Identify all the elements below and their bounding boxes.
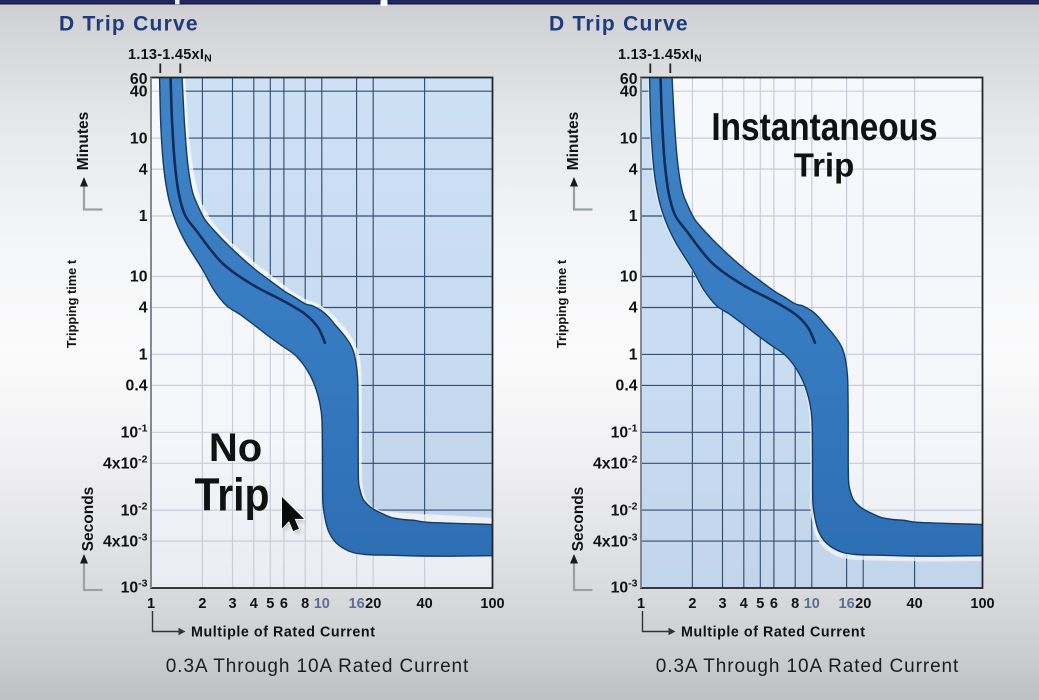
svg-text:5: 5 xyxy=(756,596,764,612)
svg-text:0.3A Through 10A Rated Current: 0.3A Through 10A Rated Current xyxy=(656,656,959,677)
svg-text:40: 40 xyxy=(907,596,923,612)
svg-text:Minutes: Minutes xyxy=(75,112,92,171)
svg-text:100: 100 xyxy=(480,596,504,612)
svg-text:Tripping time t: Tripping time t xyxy=(554,259,569,348)
svg-text:60: 60 xyxy=(620,71,638,88)
svg-text:1: 1 xyxy=(139,347,148,364)
svg-text:10: 10 xyxy=(620,130,638,147)
svg-text:40: 40 xyxy=(620,83,638,100)
svg-text:4: 4 xyxy=(629,300,638,317)
svg-text:0.4: 0.4 xyxy=(616,378,638,395)
svg-text:4: 4 xyxy=(139,161,148,178)
svg-text:Tripping time t: Tripping time t xyxy=(64,259,79,348)
svg-text:No: No xyxy=(209,426,262,470)
svg-text:16: 16 xyxy=(839,596,855,612)
svg-text:D Trip Curve: D Trip Curve xyxy=(59,13,199,36)
svg-text:10: 10 xyxy=(130,130,148,147)
svg-text:2: 2 xyxy=(198,596,206,612)
svg-text:D Trip Curve: D Trip Curve xyxy=(549,13,689,36)
svg-text:16: 16 xyxy=(349,596,365,612)
svg-text:6: 6 xyxy=(280,596,288,612)
svg-text:2: 2 xyxy=(688,596,696,612)
svg-text:1: 1 xyxy=(637,596,645,612)
svg-text:Seconds: Seconds xyxy=(80,487,97,552)
svg-text:1.13-1.45xIN: 1.13-1.45xIN xyxy=(128,47,212,65)
svg-text:4: 4 xyxy=(740,596,748,612)
svg-text:10: 10 xyxy=(804,596,820,612)
svg-text:1: 1 xyxy=(139,208,148,225)
svg-text:Minutes: Minutes xyxy=(565,112,582,171)
svg-text:20: 20 xyxy=(365,596,381,612)
svg-text:1: 1 xyxy=(147,596,155,612)
svg-text:8: 8 xyxy=(791,596,799,612)
svg-text:10: 10 xyxy=(620,269,638,286)
svg-text:6: 6 xyxy=(770,596,778,612)
svg-text:0.4: 0.4 xyxy=(126,378,148,395)
svg-text:8: 8 xyxy=(301,596,309,612)
svg-text:Seconds: Seconds xyxy=(570,487,587,552)
svg-text:40: 40 xyxy=(130,83,148,100)
svg-text:10: 10 xyxy=(130,269,148,286)
svg-text:1: 1 xyxy=(629,347,638,364)
svg-text:60: 60 xyxy=(130,71,148,88)
svg-text:20: 20 xyxy=(855,596,871,612)
svg-text:1.13-1.45xIN: 1.13-1.45xIN xyxy=(618,47,702,65)
svg-text:4x10-3: 4x10-3 xyxy=(593,531,638,550)
svg-text:Multiple of Rated Current: Multiple of Rated Current xyxy=(191,625,376,641)
svg-text:Instantaneous: Instantaneous xyxy=(711,105,937,149)
svg-text:0.3A Through 10A Rated Current: 0.3A Through 10A Rated Current xyxy=(166,656,469,677)
svg-text:3: 3 xyxy=(228,596,236,612)
svg-text:3: 3 xyxy=(718,596,726,612)
svg-text:10: 10 xyxy=(314,596,330,612)
svg-text:Multiple of Rated Current: Multiple of Rated Current xyxy=(681,625,866,641)
svg-text:Trip: Trip xyxy=(794,147,855,184)
svg-text:4x10-2: 4x10-2 xyxy=(103,454,148,473)
svg-text:40: 40 xyxy=(417,596,433,612)
svg-text:4: 4 xyxy=(139,300,148,317)
svg-text:4: 4 xyxy=(629,161,638,178)
svg-text:100: 100 xyxy=(970,596,994,612)
svg-text:5: 5 xyxy=(266,596,274,612)
svg-text:Trip: Trip xyxy=(194,470,269,521)
svg-text:4: 4 xyxy=(250,596,258,612)
svg-text:1: 1 xyxy=(629,208,638,225)
svg-text:4x10-2: 4x10-2 xyxy=(593,454,638,473)
svg-text:4x10-3: 4x10-3 xyxy=(103,531,148,550)
